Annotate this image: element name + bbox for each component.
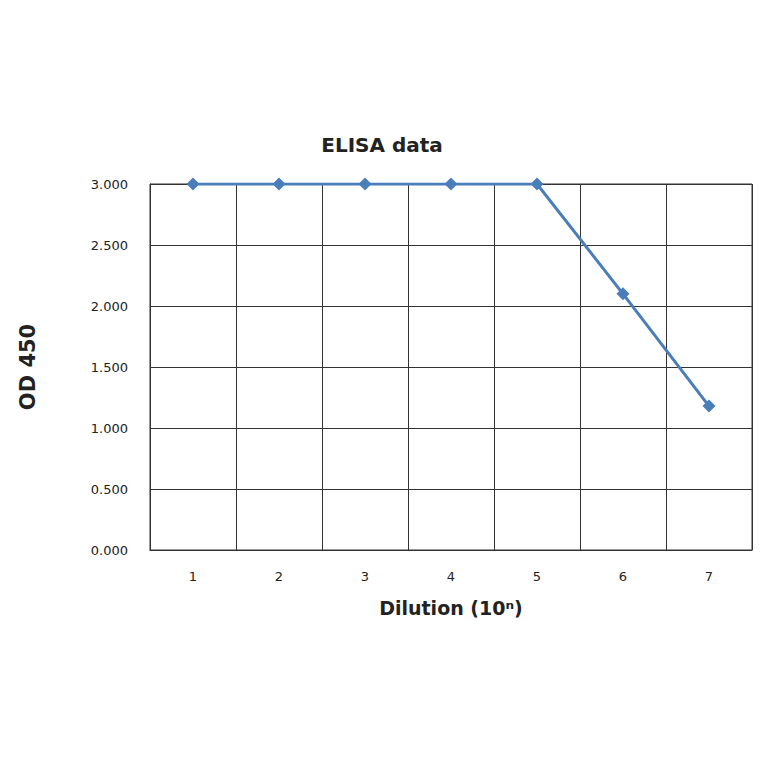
svg-text:5: 5 — [533, 569, 541, 584]
svg-text:2.500: 2.500 — [91, 238, 128, 253]
svg-text:Dilution (10ⁿ): Dilution (10ⁿ) — [379, 597, 523, 619]
svg-text:0.000: 0.000 — [91, 543, 128, 558]
svg-text:3: 3 — [361, 569, 369, 584]
svg-text:1.500: 1.500 — [91, 360, 128, 375]
svg-text:0.500: 0.500 — [91, 482, 128, 497]
svg-text:ELISA data: ELISA data — [321, 133, 443, 157]
svg-text:2.000: 2.000 — [91, 299, 128, 314]
svg-text:3.000: 3.000 — [91, 177, 128, 192]
svg-text:6: 6 — [619, 569, 627, 584]
svg-text:1.000: 1.000 — [91, 421, 128, 436]
svg-text:7: 7 — [705, 569, 713, 584]
svg-text:4: 4 — [447, 569, 455, 584]
svg-text:OD 450: OD 450 — [16, 324, 40, 410]
svg-text:1: 1 — [189, 569, 197, 584]
svg-text:2: 2 — [275, 569, 283, 584]
